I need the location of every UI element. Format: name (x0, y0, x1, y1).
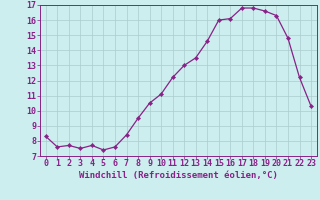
X-axis label: Windchill (Refroidissement éolien,°C): Windchill (Refroidissement éolien,°C) (79, 171, 278, 180)
